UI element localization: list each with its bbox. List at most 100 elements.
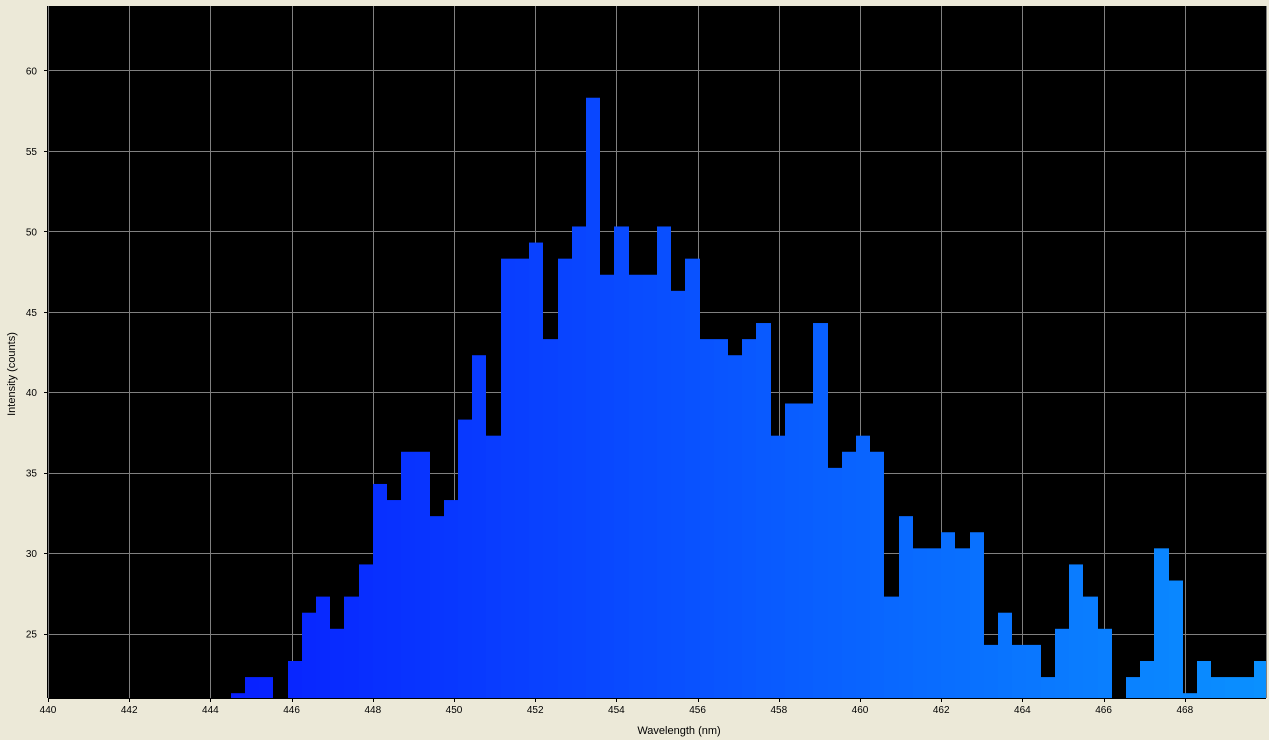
histogram-bar [870,451,884,698]
x-tick-label: 460 [852,705,869,716]
histogram-bar [884,596,899,698]
histogram-bar [1126,677,1140,698]
histogram-bar [373,483,387,698]
histogram-bar [771,435,785,698]
x-tick-label: 466 [1095,705,1112,716]
histogram-bar [1055,628,1069,698]
histogram-bar [259,677,273,698]
histogram-bar [998,612,1012,698]
axes [47,6,1266,699]
histogram-bar [813,323,828,698]
y-tick-labels: 25 30 35 40 45 50 55 60 [26,66,48,641]
histogram-bar [515,258,529,698]
histogram-bar [387,500,401,698]
histogram-bar [984,644,998,698]
histogram-bar [486,435,501,698]
histogram-bar [458,419,472,698]
histogram-bar [472,355,486,698]
histogram-bar [558,258,572,698]
y-tick-label: 30 [26,549,38,560]
histogram-bar [842,451,856,698]
x-tick-label: 462 [933,705,950,716]
histogram-bar [415,451,430,698]
histogram-bar [671,290,685,698]
histogram-bar [970,532,984,698]
histogram-bar [1098,628,1112,698]
histogram-bar [501,258,515,698]
histogram-bar [700,339,714,698]
histogram-bar [600,274,614,698]
bar-series [231,97,1266,699]
histogram-bar [828,467,842,698]
histogram-bar [941,532,955,698]
histogram-bar [614,226,629,698]
histogram-bar [728,355,742,698]
histogram-bar [629,274,643,698]
histogram-bar [1254,660,1266,698]
histogram-bar [1225,677,1240,698]
histogram-bar [529,242,543,698]
histogram-bar [344,596,359,698]
x-tick-label: 446 [283,705,300,716]
histogram-bar [1183,693,1197,698]
histogram-bar [799,403,813,698]
histogram-bar [444,500,458,698]
histogram-bar [572,226,586,698]
x-tick-label: 456 [689,705,706,716]
histogram-bar [714,339,728,698]
x-tick-label: 464 [1014,705,1031,716]
histogram-bar [586,97,600,699]
histogram-bar [1169,580,1183,698]
histogram-bar [1211,677,1225,698]
x-axis-label: Wavelength (nm) [637,725,720,737]
x-tick-label: 440 [40,705,57,716]
histogram-bar [1026,644,1041,698]
histogram-bar [927,548,941,698]
histogram-bar [430,516,444,698]
y-tick-label: 45 [26,308,38,319]
histogram-bar [302,612,316,698]
histogram-bar [913,548,927,698]
histogram-bar [785,403,799,698]
histogram-bar [685,258,700,698]
histogram-bar [1240,677,1254,698]
x-tick-label: 452 [527,705,544,716]
histogram-bar [1012,644,1026,698]
histogram-bar [899,516,913,698]
histogram-bar [330,628,344,698]
histogram-bar [543,339,558,698]
histogram-bar [1140,660,1154,698]
y-tick-label: 50 [26,227,38,238]
histogram-bar [245,677,259,698]
x-tick-label: 450 [446,705,463,716]
histogram-bar [1069,564,1083,698]
x-tick-labels: 440 442 444 446 448 450 452 454 456 458 460 462 464 4… [40,698,1194,716]
histogram-bar [1041,677,1055,698]
histogram-bar [856,435,870,698]
y-tick-label: 25 [26,630,38,641]
histogram-bar [643,274,657,698]
histogram-bar [401,451,415,698]
x-tick-label: 444 [202,705,219,716]
y-tick-label: 40 [26,388,38,399]
histogram-bar [742,339,756,698]
histogram-bar [231,693,245,698]
histogram-bar [1083,596,1098,698]
histogram-bar [955,548,970,698]
y-tick-label: 60 [26,66,38,77]
x-tick-label: 458 [770,705,787,716]
histogram-bar [1197,660,1211,698]
histogram-bar [1154,548,1169,698]
x-tick-label: 454 [608,705,625,716]
y-tick-label: 35 [26,469,38,480]
x-tick-label: 442 [121,705,138,716]
histogram-bar [756,323,771,698]
histogram-bar [288,660,302,698]
y-tick-label: 55 [26,147,38,158]
histogram-bar [316,596,330,698]
x-tick-label: 448 [364,705,381,716]
histogram-bar [657,226,671,698]
histogram-bar [359,564,373,698]
